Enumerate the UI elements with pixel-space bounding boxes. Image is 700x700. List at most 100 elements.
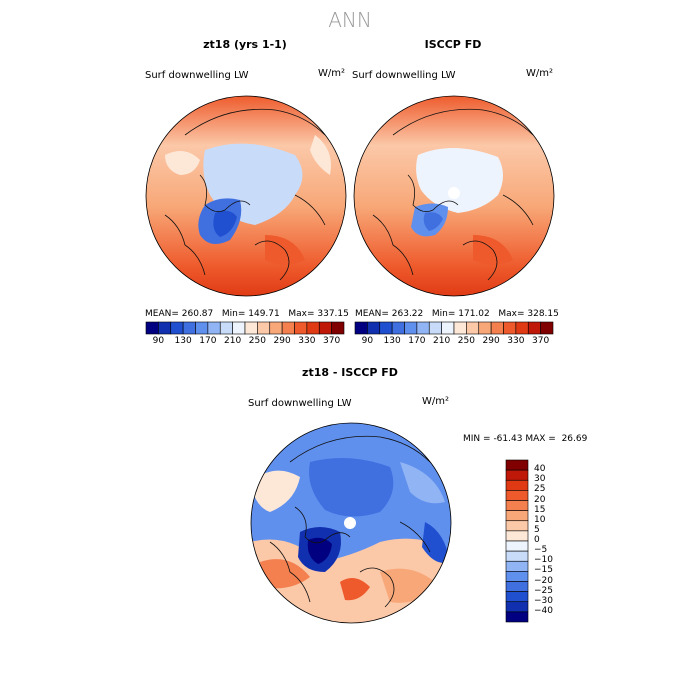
panel-1-colorbar-tick-label: 170 [199,336,217,346]
panel-1-colorbar-tick-label: 290 [273,336,291,346]
diff-colorbar-label: 25 [534,484,546,495]
panel-2-colorbar-swatch [453,321,467,335]
panel-1-title: zt18 (yrs 1-1) [203,38,287,51]
panel-1-colorbar-swatch [244,321,258,335]
diff-colorbar-label: −25 [534,585,553,596]
panel-1-colorbar-swatch [158,321,172,335]
diff-colorbar-labels: 40 30 25 20 15 10 5 0 −5 −10 −15 −20 −25 −30 −40 [534,460,574,622]
diff-colorbar-swatch [505,540,529,552]
diff-polar-map [250,422,452,624]
panel-2-colorbar-swatch [379,321,393,335]
diff-colorbar [505,459,529,623]
diff-colorbar-label: −40 [534,605,553,616]
diff-colorbar-label: 30 [534,474,546,485]
panel-2-colorbar-swatch [527,321,541,335]
panel-2-colorbar-swatch [466,321,480,335]
panel-2-polar-map [353,95,555,297]
panel-2-colorbar-swatch [416,321,430,335]
diff-colorbar-label: −10 [534,555,553,566]
panel-2-variable: Surf downwelling LW [352,70,456,81]
panel-2-colorbar-tick-label: 250 [457,336,475,346]
panel-2-colorbar-swatch [478,321,492,335]
panel-1-polar-map [145,95,347,297]
figure-title: ANN [328,8,372,32]
diff-colorbar-swatch [505,530,529,542]
diff-colorbar-label: 15 [534,504,546,515]
panel-2-title: ISCCP FD [424,38,482,51]
panel-2-units: W/m² [526,68,554,79]
panel-2-stats: MEAN= 263.22 Min= 171.02 Max= 328.15 [355,309,559,319]
panel-1-colorbar-swatch [170,321,184,335]
panel-1-colorbar-swatch [219,321,233,335]
panel-2-colorbar-tick-label: 210 [433,336,451,346]
panel-1-colorbar-swatch [294,321,308,335]
diff-colorbar-swatch [505,490,529,501]
panel-2-colorbar-tick-label: 170 [408,336,426,346]
panel-1-colorbar-swatch [269,321,283,335]
panel-1-colorbar-tick-label: 130 [174,336,192,346]
diff-colorbar-swatch [505,591,529,603]
panel-1-colorbar-tick-label: 210 [224,336,242,346]
panel-1-colorbar-swatch [195,321,209,335]
diff-colorbar-label: −5 [534,545,548,556]
diff-stats: MIN = -61.43 MAX = 26.69 [463,434,588,444]
panel-1-colorbar-tick-label: 250 [248,336,266,346]
panel-1-colorbar-swatch [306,321,320,335]
panel-1-colorbar-swatch [182,321,196,335]
panel-1-stats: MEAN= 260.87 Min= 149.71 Max= 337.15 [145,309,349,319]
diff-colorbar-label: −30 [534,595,553,606]
panel-1-colorbar-swatch [207,321,221,335]
panel-1-colorbar-swatch [145,321,159,335]
diff-colorbar-swatch [505,550,529,562]
panel-2-colorbar-tick-label: 290 [482,336,500,346]
diff-colorbar-swatch [505,611,529,623]
panel-1-colorbar-swatch [281,321,295,335]
panel-2-colorbar-swatch [503,321,517,335]
panel-1-units: W/m² [318,68,346,79]
diff-colorbar-label: 10 [534,514,546,525]
panel-2-colorbar-swatch [391,321,405,335]
panel-1-colorbar [145,321,345,335]
diff-colorbar-swatch [505,510,529,522]
panel-1-colorbar-tick-label: 370 [323,336,341,346]
diff-colorbar-swatch [505,459,529,471]
panel-2-colorbar-tick-label: 90 [361,336,374,346]
diff-colorbar-label: 5 [534,524,540,535]
panel-2-colorbar-swatch [540,321,554,335]
panel-2-colorbar-swatch [404,321,418,335]
panel-1-colorbar-tick-label: 330 [298,336,316,346]
panel-1-variable: Surf downwelling LW [145,70,249,81]
panel-1-colorbar-swatch [257,321,271,335]
panel-2-colorbar-tick-label: 330 [507,336,525,346]
diff-colorbar-swatch [505,571,529,582]
diff-colorbar-label: −20 [534,575,553,586]
panel-2-colorbar-ticks: 90 130 170 210 250 290 330 370 [355,336,553,348]
panel-2-colorbar-swatch [367,321,381,335]
panel-2-colorbar-swatch [441,321,455,335]
diff-colorbar-swatch [505,469,529,481]
panel-1-colorbar-swatch [318,321,332,335]
diff-colorbar-swatch [505,601,529,613]
diff-colorbar-label: 20 [534,494,546,505]
panel-1-colorbar-tick-label: 90 [152,336,165,346]
diff-units: W/m² [422,396,450,407]
panel-2-colorbar-swatch [515,321,529,335]
diff-colorbar-label: 40 [534,464,546,475]
diff-variable: Surf downwelling LW [248,398,352,409]
panel-1-colorbar-swatch [331,321,345,335]
panel-1-colorbar-ticks: 90 130 170 210 250 290 330 370 [146,336,344,348]
panel-2-colorbar-swatch [428,321,442,335]
panel-2-colorbar-tick-label: 370 [532,336,550,346]
panel-2-colorbar [354,321,554,335]
diff-colorbar-label: −15 [534,565,553,576]
panel-2-colorbar-tick-label: 130 [383,336,401,346]
diff-colorbar-swatch [505,560,529,572]
diff-title: zt18 - ISCCP FD [302,366,398,379]
panel-2-colorbar-swatch [354,321,368,335]
diff-colorbar-swatch [505,500,529,511]
panel-1-colorbar-swatch [232,321,246,335]
diff-colorbar-label: 0 [534,535,540,545]
diff-colorbar-swatch [505,520,529,532]
diff-colorbar-swatch [505,479,529,491]
diff-colorbar-swatch [505,581,529,592]
